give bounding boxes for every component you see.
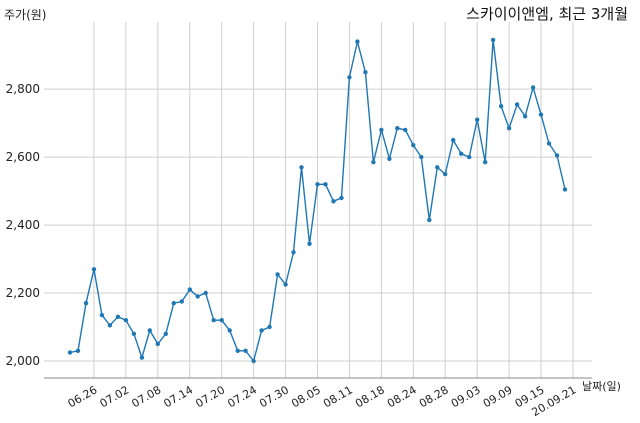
chart-title: 스카이이앤엠, 최근 3개월: [466, 5, 628, 23]
data-point: [562, 187, 568, 192]
data-point: [267, 324, 272, 330]
data-point: [83, 301, 89, 306]
data-point: [387, 156, 392, 161]
data-point: [307, 241, 312, 246]
data-point: [483, 160, 488, 165]
data-point: [251, 358, 256, 364]
y-tick-label: 2,000: [6, 354, 40, 368]
data-point: [506, 126, 512, 131]
x-tick-label: 08.28: [417, 383, 451, 410]
data-point: [107, 323, 113, 328]
data-point: [379, 127, 384, 133]
data-point: [419, 154, 424, 160]
data-point: [179, 299, 184, 304]
data-point: [355, 39, 360, 44]
data-point: [427, 217, 432, 223]
data-point: [315, 182, 320, 187]
data-point: [195, 294, 200, 299]
x-tick-label: 08.24: [385, 383, 419, 410]
data-point: [235, 348, 240, 353]
data-point: [363, 70, 368, 75]
x-tick-label: 07.24: [225, 383, 259, 410]
data-point: [331, 199, 336, 204]
data-point: [99, 312, 105, 318]
data-point: [75, 348, 81, 353]
data-point: [259, 328, 264, 333]
data-point: [123, 318, 129, 323]
data-point: [243, 348, 248, 353]
x-tick-label: 07.20: [193, 383, 227, 410]
data-point: [443, 171, 448, 177]
x-tick-label: 07.02: [98, 383, 132, 410]
data-point: [538, 112, 544, 117]
data-point: [403, 127, 408, 133]
x-tick-label: 06.26: [66, 383, 100, 410]
y-axis-label: 주가(원): [4, 8, 47, 22]
data-point: [490, 37, 496, 43]
x-tick-label: 09.03: [449, 383, 483, 410]
data-point: [522, 114, 528, 119]
data-point: [530, 85, 536, 90]
data-point: [187, 287, 192, 292]
data-point: [475, 117, 480, 122]
data-point: [339, 195, 344, 201]
data-point: [459, 151, 464, 156]
y-tick-label: 2,800: [6, 82, 40, 96]
data-point: [299, 165, 304, 170]
x-tick-label: 07.14: [161, 383, 195, 410]
data-point: [467, 154, 472, 160]
data-point: [155, 341, 160, 347]
data-point: [371, 160, 376, 165]
data-point: [171, 301, 176, 306]
x-tick-label: 08.18: [353, 383, 387, 410]
data-point: [131, 331, 137, 336]
data-point: [435, 165, 440, 170]
data-point: [546, 141, 552, 146]
x-axis-label: 날짜(일): [582, 380, 621, 393]
data-point: [347, 75, 352, 80]
x-tick-label: 07.30: [257, 383, 291, 410]
data-point: [275, 272, 280, 277]
data-point: [291, 250, 296, 255]
data-point: [323, 182, 328, 187]
data-point: [395, 126, 400, 131]
data-point: [411, 143, 416, 148]
data-point: [514, 102, 520, 107]
data-point: [67, 350, 73, 355]
x-tick-label: 08.05: [289, 383, 323, 410]
data-point: [139, 355, 145, 360]
data-point: [451, 137, 456, 143]
data-point: [498, 104, 504, 109]
y-tick-label: 2,200: [6, 286, 40, 300]
y-tick-label: 2,600: [6, 150, 40, 164]
data-point: [203, 290, 208, 296]
data-point: [211, 318, 216, 323]
x-tick-label: 08.11: [321, 383, 355, 410]
data-point: [91, 267, 97, 272]
data-point: [554, 153, 560, 158]
data-point: [227, 328, 232, 333]
y-tick-label: 2,400: [6, 218, 40, 232]
x-tick-label: 07.08: [130, 383, 164, 410]
data-point: [283, 282, 288, 287]
data-point: [163, 331, 168, 336]
x-tick-label: 09.09: [481, 383, 515, 410]
data-point: [115, 314, 121, 319]
data-point: [219, 318, 224, 323]
data-point: [147, 328, 152, 333]
